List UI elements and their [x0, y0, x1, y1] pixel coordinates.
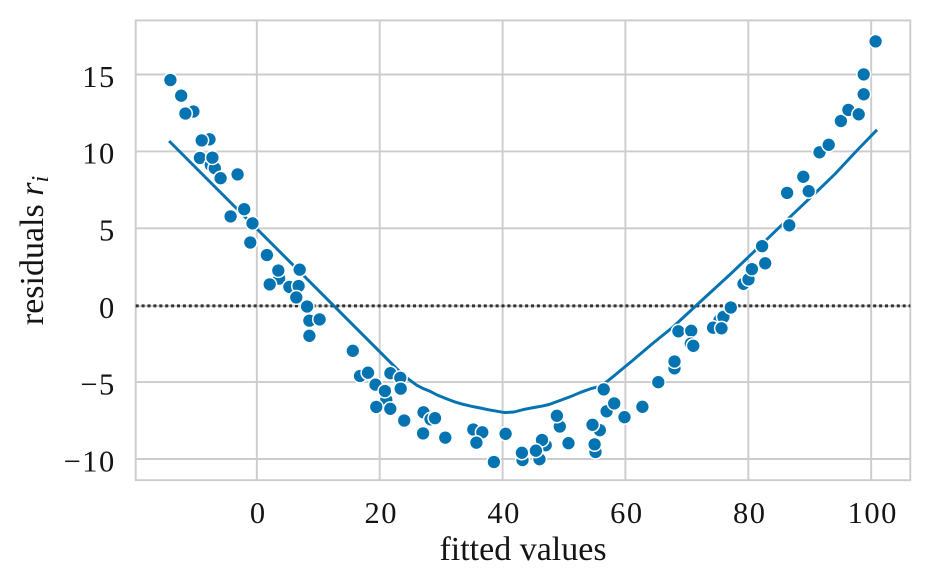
svg-text:10: 10 — [82, 137, 116, 171]
svg-text:60: 60 — [610, 496, 644, 530]
svg-text:residuals ri: residuals ri — [14, 176, 54, 325]
svg-text:0: 0 — [99, 291, 116, 325]
svg-text:15: 15 — [82, 60, 116, 94]
svg-text:5: 5 — [99, 214, 116, 248]
svg-text:fitted values: fitted values — [439, 531, 606, 568]
svg-text:80: 80 — [733, 496, 767, 530]
svg-text:−5: −5 — [80, 367, 115, 401]
svg-text:100: 100 — [848, 496, 898, 530]
svg-text:0: 0 — [250, 496, 267, 530]
svg-text:−10: −10 — [64, 444, 116, 478]
svg-text:40: 40 — [487, 496, 521, 530]
svg-text:20: 20 — [364, 496, 398, 530]
